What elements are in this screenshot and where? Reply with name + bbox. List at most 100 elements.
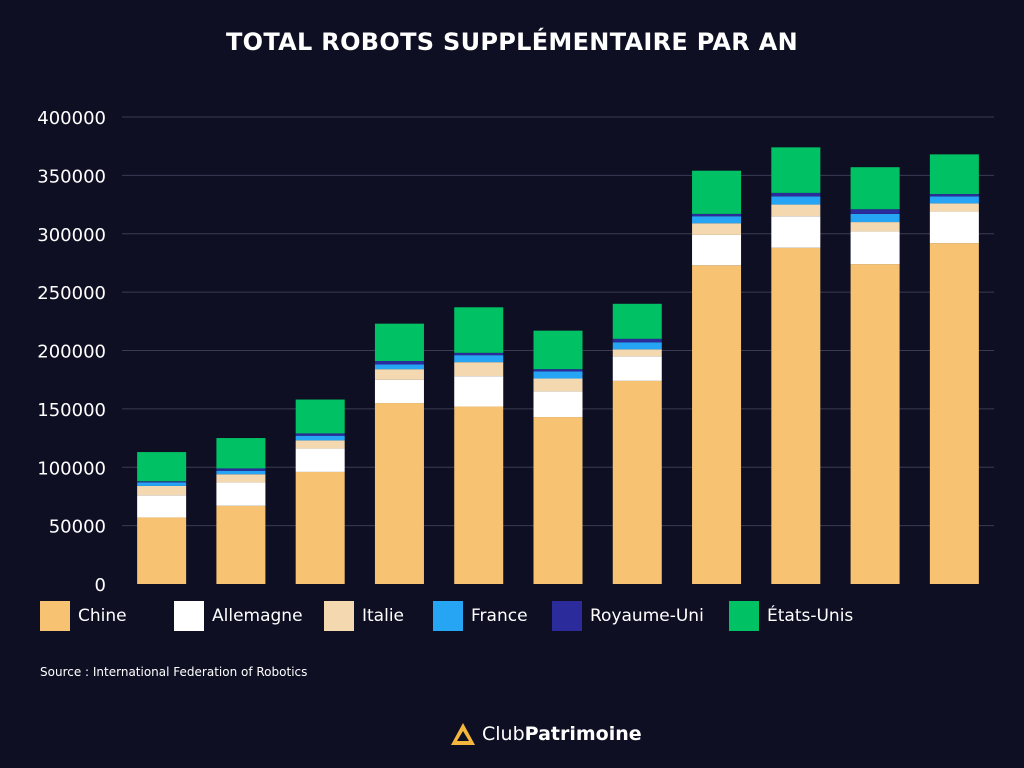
- bar-segment: [612, 303, 662, 339]
- bar-segment: [850, 167, 900, 210]
- y-tick-label: 100000: [37, 458, 106, 479]
- bar-segment: [612, 380, 662, 584]
- bar-segment: [850, 209, 900, 214]
- bar-segment: [533, 330, 583, 370]
- bar-segment: [692, 213, 742, 217]
- bar-segment: [929, 154, 979, 195]
- bar-segment: [533, 391, 583, 418]
- legend-label: Royaume-Uni: [590, 606, 704, 626]
- bar-segment: [850, 213, 900, 223]
- bar-segment: [216, 438, 266, 469]
- bar-segment: [533, 378, 583, 392]
- chart-title: TOTAL ROBOTS SUPPLÉMENTAIRE PAR AN: [226, 28, 798, 56]
- brand-name-patrimoine: Patrimoine: [524, 723, 642, 745]
- bar-segment: [137, 452, 187, 482]
- legend-label: États-Unis: [767, 606, 854, 626]
- bar-segment: [771, 247, 821, 584]
- bar-segment: [374, 369, 424, 380]
- bar-segment: [612, 349, 662, 357]
- bar-segment: [929, 194, 979, 197]
- legend-label: Chine: [78, 606, 127, 626]
- legend-item: États-Unis: [729, 601, 853, 631]
- bar-segment: [771, 192, 821, 197]
- bar-segment: [137, 482, 187, 486]
- y-tick-label: 200000: [37, 342, 106, 363]
- stacked-bar-chart: 0 50000 100000 150000 200000 250000 300000 3500…: [37, 108, 994, 596]
- bar-segment: [374, 403, 424, 584]
- bar-segment: [771, 147, 821, 193]
- bar-segment: [454, 406, 504, 584]
- bar-segment: [929, 196, 979, 204]
- legend-item: Italie: [324, 601, 404, 631]
- bar-segment: [533, 369, 583, 372]
- y-tick-label: 0: [95, 575, 106, 596]
- legend-label: France: [471, 606, 528, 626]
- bar-segment: [216, 470, 266, 475]
- bar-segment: [374, 379, 424, 404]
- y-tick-label: 400000: [37, 108, 106, 129]
- legend-swatch: [40, 601, 70, 631]
- bar-segment: [929, 211, 979, 244]
- legend-item: Chine: [40, 601, 127, 631]
- bar-segment: [295, 448, 345, 472]
- legend-swatch: [552, 601, 582, 631]
- y-tick-label: 250000: [37, 283, 106, 304]
- bar-segment: [216, 468, 266, 471]
- bar-segment: [771, 196, 821, 205]
- y-tick-label: 50000: [49, 517, 106, 538]
- bar-segment: [374, 361, 424, 365]
- bar-segment: [850, 231, 900, 265]
- bar-segment: [692, 234, 742, 266]
- bar-segment: [692, 216, 742, 224]
- triangle-logo-icon: [451, 723, 475, 745]
- legend-swatch: [174, 601, 204, 631]
- bar-segment: [533, 417, 583, 584]
- legend-swatch: [324, 601, 354, 631]
- bar-segment: [137, 517, 187, 584]
- bar-segment: [692, 223, 742, 235]
- bar-segment: [612, 338, 662, 343]
- bar-segment: [850, 264, 900, 584]
- brand-name-club: Club: [482, 723, 525, 745]
- bar-segment: [454, 307, 504, 353]
- bar-segment: [295, 471, 345, 584]
- legend-label: Italie: [362, 606, 405, 626]
- bar-segment: [137, 481, 187, 483]
- bar-segment: [295, 440, 345, 449]
- brand-logo: Club Patrimoine: [450, 721, 642, 747]
- bar-segment: [216, 482, 266, 506]
- bar-segment: [295, 433, 345, 436]
- bar-segment: [374, 323, 424, 362]
- bar-segment: [929, 243, 979, 584]
- legend-item: Allemagne: [174, 601, 303, 631]
- source-note: Source : International Federation of Rob…: [40, 665, 308, 679]
- bar-segment: [374, 364, 424, 370]
- legend-swatch: [729, 601, 759, 631]
- y-tick-label: 350000: [37, 166, 106, 187]
- bar-segment: [612, 342, 662, 350]
- y-tick-label: 300000: [37, 225, 106, 246]
- bar-segment: [137, 495, 187, 518]
- bar-segment: [454, 376, 504, 407]
- bar-segment: [929, 203, 979, 212]
- bar-segment: [612, 356, 662, 381]
- bar-segment: [137, 485, 187, 496]
- bar-segment: [771, 216, 821, 248]
- bar-segment: [454, 355, 504, 363]
- bar-segment: [216, 505, 266, 584]
- legend-swatch: [433, 601, 463, 631]
- bar-segment: [692, 170, 742, 214]
- bar-segment: [533, 371, 583, 379]
- bar-segment: [692, 265, 742, 584]
- bar-segment: [216, 474, 266, 483]
- bar-segment: [850, 222, 900, 232]
- y-tick-label: 150000: [37, 400, 106, 421]
- bar-segment: [454, 362, 504, 377]
- legend-item: Royaume-Uni: [552, 601, 704, 631]
- legend-label: Allemagne: [212, 606, 303, 626]
- bar-segment: [295, 435, 345, 441]
- bar-segment: [771, 204, 821, 217]
- bar-segment: [295, 399, 345, 434]
- bar-segment: [454, 352, 504, 356]
- legend-item: France: [433, 601, 528, 631]
